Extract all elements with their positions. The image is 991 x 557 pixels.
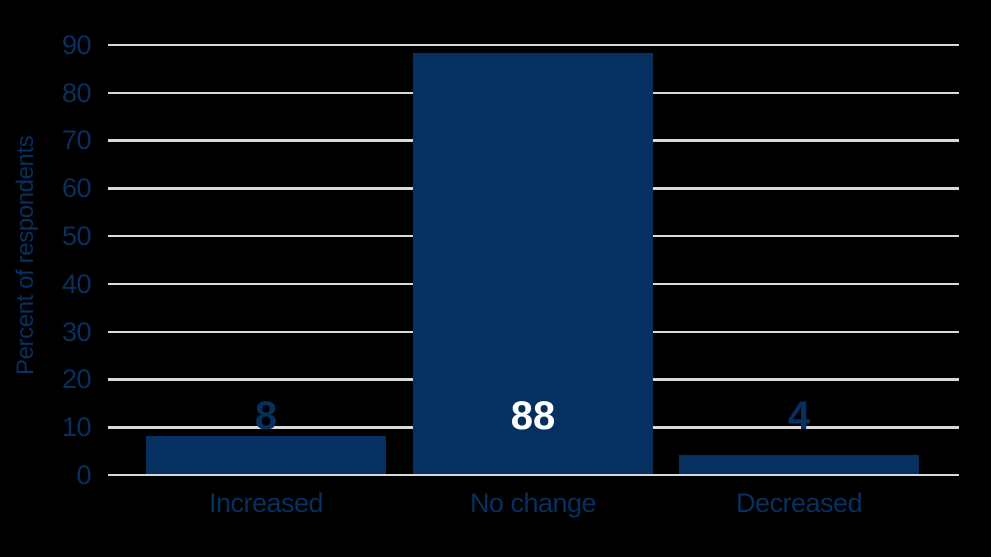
y-tick-label-90: 90 xyxy=(61,29,92,60)
value-label-no-change: 88 xyxy=(510,394,556,438)
y-tick-label-40: 40 xyxy=(61,268,92,299)
y-tick-label-30: 30 xyxy=(61,316,92,347)
y-tick-label-70: 70 xyxy=(61,125,92,156)
y-tick-label-20: 20 xyxy=(61,364,92,395)
bar-no-change xyxy=(413,53,653,474)
value-label-decreased: 4 xyxy=(787,394,811,438)
y-tick-label-0: 0 xyxy=(76,460,91,490)
y-tick-label-80: 80 xyxy=(61,77,92,108)
gridline-90 xyxy=(108,43,959,47)
x-category-label-no-change: No change xyxy=(469,488,597,518)
gridline-0 xyxy=(108,474,959,477)
x-category-label-decreased: Decreased xyxy=(735,488,863,518)
y-tick-label-60: 60 xyxy=(61,173,92,204)
bar-decreased xyxy=(679,454,919,474)
x-category-label-increased: Increased xyxy=(208,488,324,518)
value-label-increased: 8 xyxy=(254,394,278,438)
bar-increased xyxy=(146,435,386,474)
y-tick-label-10: 10 xyxy=(61,412,92,443)
y-tick-label-50: 50 xyxy=(61,221,92,251)
